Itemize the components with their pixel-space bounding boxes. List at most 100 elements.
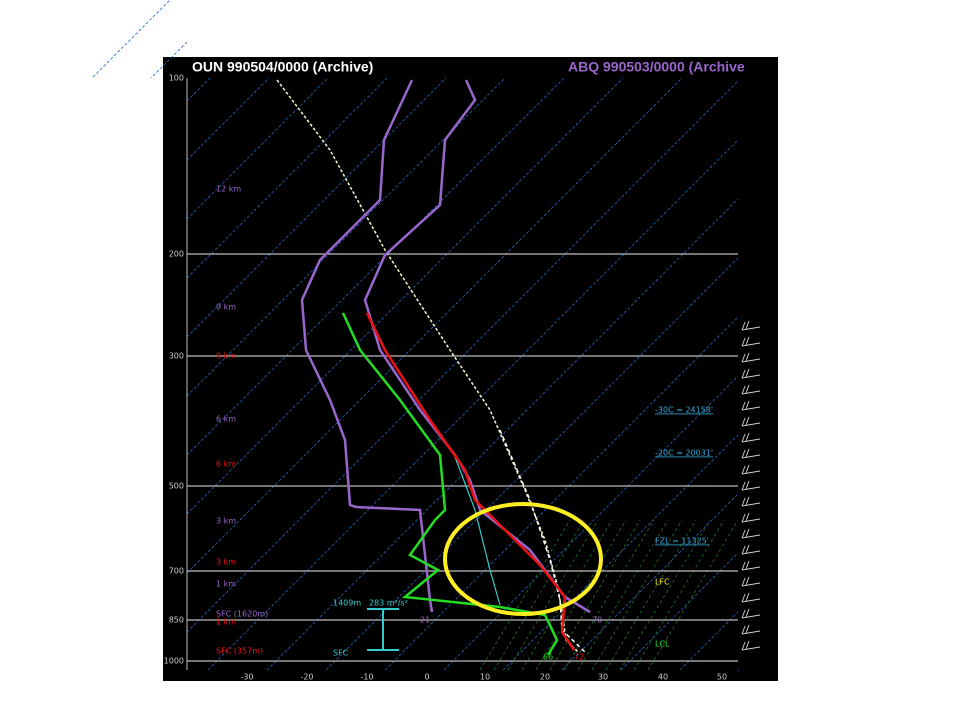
annotation: -20C = 20031'	[655, 449, 713, 458]
height-label: 12 km	[216, 185, 241, 194]
barb-flag	[745, 576, 750, 586]
secondary-temperature	[363, 79, 591, 614]
temperature-label: -30	[240, 673, 253, 682]
barb-flag	[745, 432, 750, 442]
mixing-ratio	[563, 519, 655, 671]
mixing-ratio	[605, 519, 697, 671]
surface-value: 66	[543, 653, 553, 662]
wetbulb	[454, 456, 501, 606]
lcl-label: LCL	[655, 640, 670, 649]
barb-flag	[741, 481, 746, 491]
temperature-label: -20	[300, 673, 313, 682]
mixing-ratio	[633, 519, 725, 671]
isotherm	[620, 552, 739, 671]
mixing-ratio	[549, 519, 641, 671]
isotherms	[91, 0, 740, 672]
sfc-label: SFC	[333, 649, 349, 658]
height-label: SFC (1620m)	[216, 610, 268, 619]
barb-flag	[745, 608, 750, 618]
barb-flag	[741, 449, 746, 459]
barb-flag	[745, 592, 750, 602]
isotherm	[443, 375, 739, 671]
isobars	[187, 253, 738, 662]
barb-flag	[745, 624, 750, 634]
mixing-ratio	[535, 519, 627, 671]
isotherm	[186, 77, 624, 515]
traces	[276, 79, 591, 656]
annotation: FZL = 11325'	[655, 537, 709, 546]
surface-value: 70	[592, 616, 602, 625]
barb-flag	[741, 593, 746, 603]
barb-staff	[741, 646, 761, 651]
barb-flag	[745, 528, 750, 538]
virtual-parcel	[499, 429, 586, 653]
isotherm	[679, 611, 739, 671]
height-label: 3 km	[216, 517, 236, 526]
isotherm	[91, 0, 171, 79]
height-label: 9 km	[216, 303, 236, 312]
isotherm	[186, 77, 211, 102]
pressure-labels: 100 200 300 500 700 850 1000	[164, 74, 184, 666]
barb-staff	[741, 630, 761, 635]
barb-flag	[741, 625, 746, 635]
temperature-label: 50	[717, 673, 727, 682]
barb-staff	[741, 566, 761, 571]
isotherm	[737, 669, 740, 672]
temperature-label: 20	[540, 673, 550, 682]
surface-value: 72	[574, 653, 584, 662]
isotherm	[186, 77, 447, 338]
temperature-label: 0	[424, 673, 429, 682]
barb-flag	[741, 337, 746, 347]
barb-flag	[741, 417, 746, 427]
barb-staff	[741, 406, 761, 411]
barb-staff	[741, 358, 761, 363]
barb-flag	[745, 640, 750, 650]
height-label: 1 km	[216, 580, 236, 589]
barb-flag	[745, 560, 750, 570]
isotherm	[325, 257, 739, 671]
isotherm	[186, 77, 270, 161]
barb-staff	[741, 614, 761, 619]
barb-staff	[741, 390, 761, 395]
barb-staff	[741, 438, 761, 443]
highlight-ellipse	[443, 502, 603, 616]
barb-flag	[741, 561, 746, 571]
barb-flag	[741, 401, 746, 411]
barb-flag	[745, 480, 750, 490]
isotherm	[502, 434, 739, 671]
barb-flag	[741, 545, 746, 555]
temperature-label: 40	[658, 673, 668, 682]
barb-flag	[741, 385, 746, 395]
barb-flag	[741, 529, 746, 539]
barb-flag	[745, 352, 750, 362]
barb-staff	[741, 598, 761, 603]
primary-heights: 9 km 6 km 3 km 1 km SFC (357m)	[216, 352, 263, 656]
mixing-ratio	[479, 519, 571, 671]
barb-flag	[745, 448, 750, 458]
height-label: 1 km	[216, 618, 236, 627]
isotherm	[266, 198, 739, 671]
helicity-depth: 1409m	[333, 599, 361, 608]
pressure-label: 200	[169, 250, 184, 259]
height-label: SFC (357m)	[216, 647, 263, 656]
isotherm	[186, 77, 329, 220]
barb-flag	[741, 465, 746, 475]
pressure-label: 700	[169, 567, 184, 576]
helicity-bar	[367, 608, 399, 651]
barb-flag	[741, 609, 746, 619]
secondary-dewpoint	[300, 79, 434, 613]
header-secondary: ABQ 990503/0000 (Archive	[568, 59, 745, 75]
barb-staff	[741, 422, 761, 427]
temperature-label: 30	[598, 673, 608, 682]
height-label: 9 km	[216, 352, 236, 361]
mixing-ratio	[493, 519, 585, 671]
mixing-ratio	[619, 519, 711, 671]
pressure-label: 850	[169, 616, 184, 625]
barb-flag	[741, 641, 746, 651]
pressure-label: 100	[169, 74, 184, 83]
barb-staff	[741, 502, 761, 507]
barb-flag	[745, 544, 750, 554]
helicity: 283 m²/s²	[369, 599, 408, 608]
